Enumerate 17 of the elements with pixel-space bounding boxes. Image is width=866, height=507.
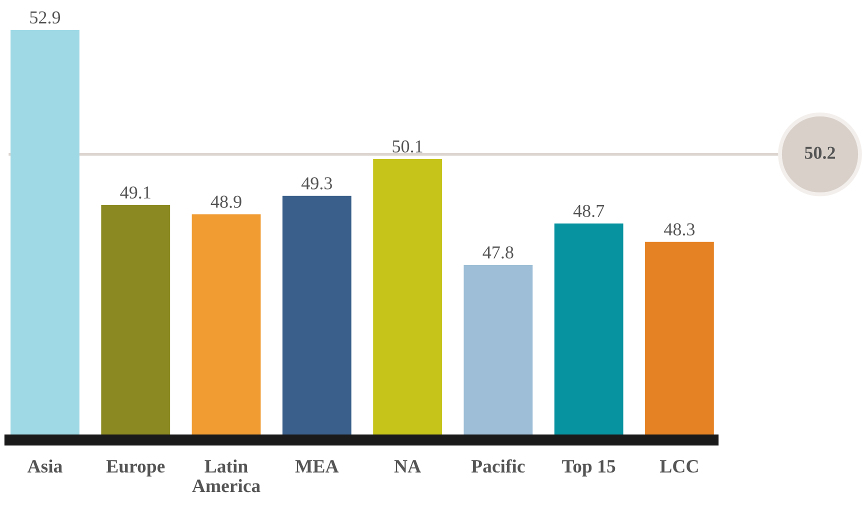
x-tick-label: MEA	[295, 460, 339, 472]
data-label: 48.3	[664, 223, 695, 236]
data-label: 47.8	[482, 246, 514, 259]
x-tick-label: Top 15	[562, 460, 616, 476]
x-tick-label: Latin America	[192, 459, 260, 492]
x-tick-label: Pacific	[471, 459, 525, 473]
x-tick-label: Asia	[27, 459, 62, 473]
data-label: 52.9	[30, 11, 60, 24]
x-tick-label: LCC	[660, 460, 698, 473]
x-tick-label: Europe	[106, 460, 165, 476]
data-label: 48.9	[210, 196, 242, 208]
ref-line-label: 50.2	[804, 146, 836, 159]
x-tick-label: NA	[394, 460, 421, 472]
data-label: 49.3	[301, 177, 332, 190]
data-label: 48.7	[573, 204, 604, 218]
data-label: 49.1	[120, 186, 150, 199]
data-label: 50.1	[392, 140, 422, 153]
